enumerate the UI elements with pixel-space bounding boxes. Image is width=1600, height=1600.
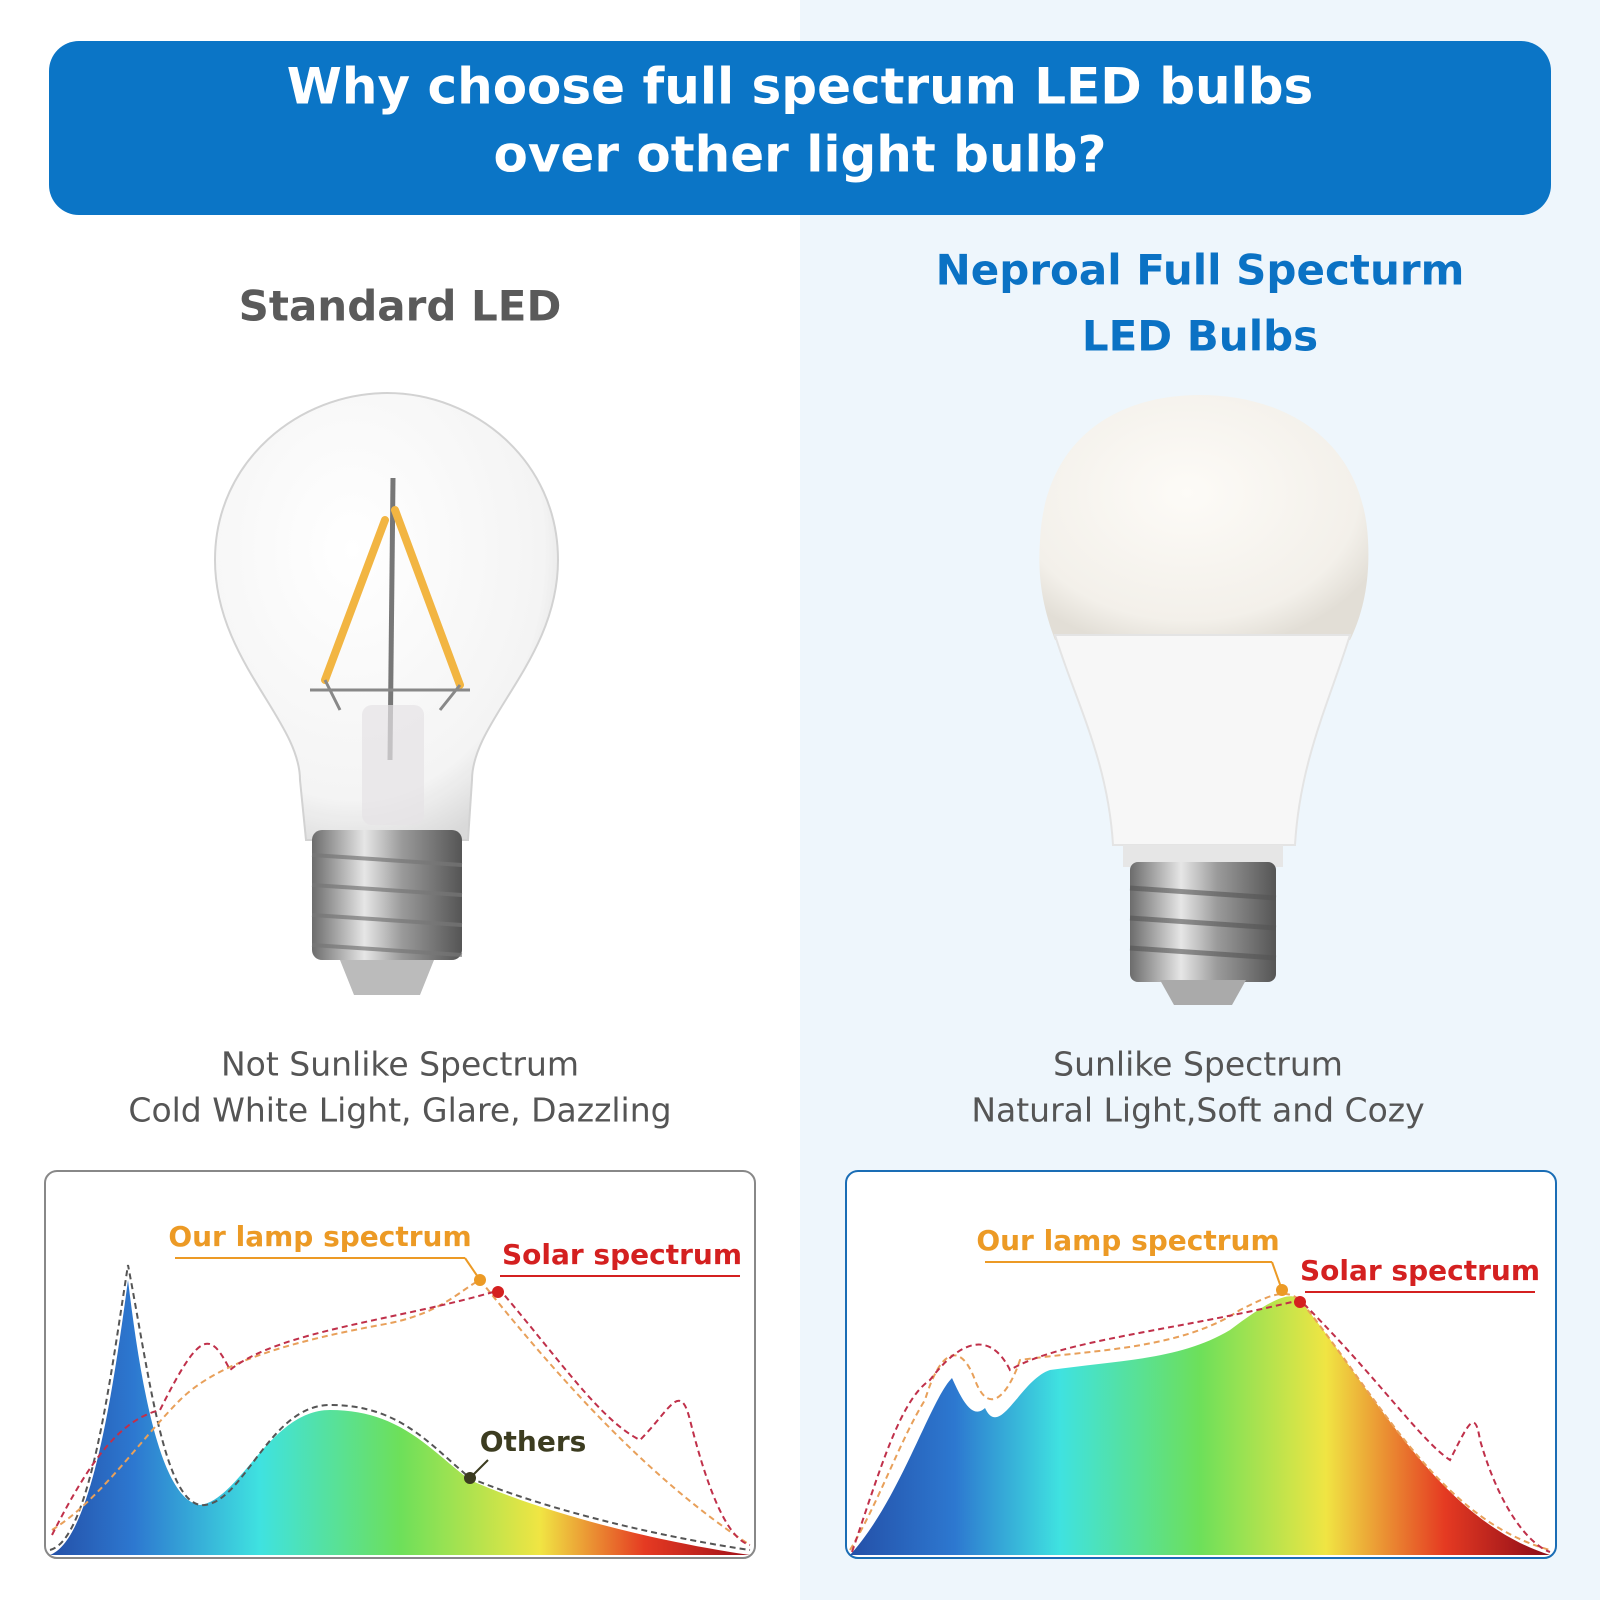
spectrum-label: Our lamp spectrum (168, 1220, 471, 1253)
right-spectrum-panel: Our lamp spectrum Solar spectrum (845, 1170, 1557, 1559)
right-heading: LED Bulbs (1082, 312, 1318, 361)
header-title: over other light bulb? (493, 126, 1106, 184)
left-caption: Not Sunlike Spectrum (221, 1045, 579, 1084)
filament-bulb (213, 391, 560, 995)
header-title: Why choose full spectrum LED bulbs (287, 58, 1314, 116)
spectrum-label: Solar spectrum (502, 1238, 742, 1271)
spectrum-label: Our lamp spectrum (976, 1224, 1279, 1257)
right-heading: Neproal Full Specturm (936, 246, 1465, 295)
left-caption: Cold White Light, Glare, Dazzling (128, 1091, 671, 1130)
right-caption: Sunlike Spectrum (1053, 1045, 1343, 1084)
spectrum-label: Solar spectrum (1300, 1254, 1540, 1287)
spectrum-label: Others (480, 1425, 587, 1458)
left-heading: Standard LED (239, 282, 562, 331)
left-spectrum-panel: Our lamp spectrum Solar spectrum Others (44, 1170, 756, 1559)
right-caption: Natural Light,Soft and Cozy (971, 1091, 1424, 1130)
led-bulb (1039, 395, 1369, 1005)
header-banner (49, 41, 1551, 215)
